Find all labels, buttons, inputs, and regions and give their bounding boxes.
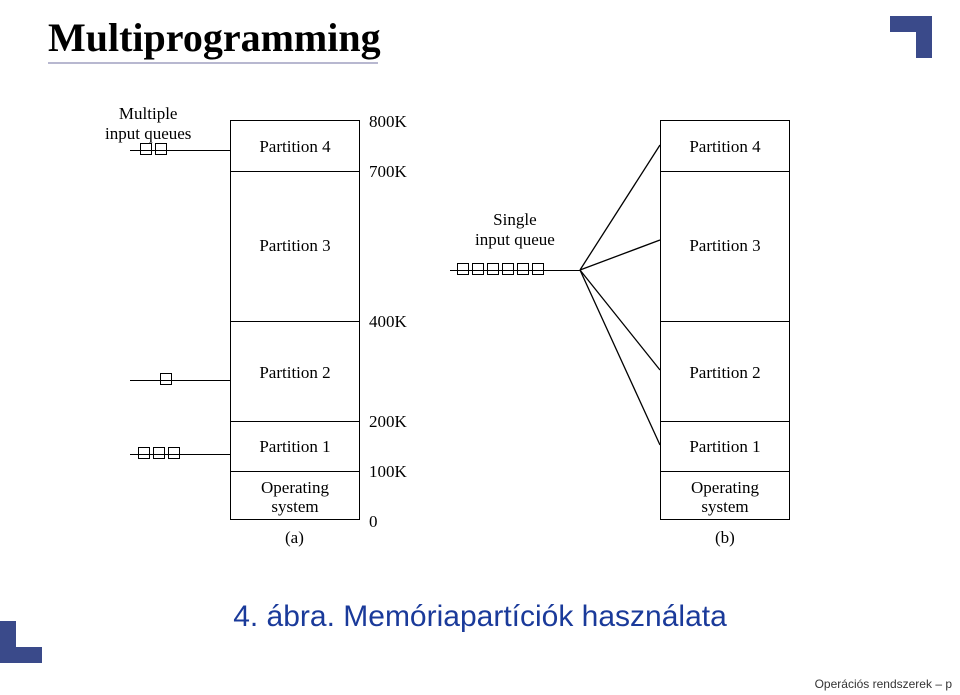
sublabel-b: (b) bbox=[715, 528, 735, 548]
b-partition2-label: Partition 2 bbox=[661, 363, 789, 383]
footer-text: Operációs rendszerek – p bbox=[815, 677, 952, 691]
b-partition3-label: Partition 3 bbox=[661, 236, 789, 256]
title-underline bbox=[48, 62, 378, 64]
b-os-label: Operating system bbox=[661, 479, 789, 516]
page-title: Multiprogramming bbox=[48, 14, 381, 61]
figure-caption: 4. ábra. Memóriapartíciók használata bbox=[0, 600, 960, 634]
b-partition1-label: Partition 1 bbox=[661, 437, 789, 457]
corner-logo-icon bbox=[890, 16, 932, 58]
diagram: Multiple input queues Partition 4 Partit… bbox=[100, 110, 860, 570]
memory-column-b: Partition 4 Partition 3 Partition 2 Part… bbox=[660, 120, 790, 520]
b-partition4-label: Partition 4 bbox=[661, 137, 789, 157]
